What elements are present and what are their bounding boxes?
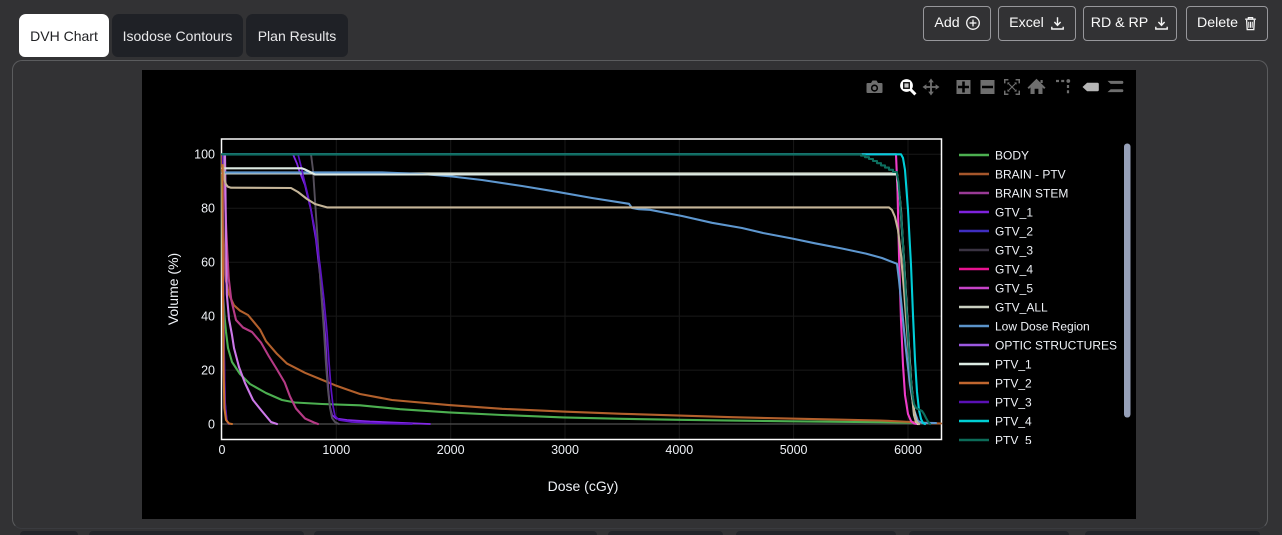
svg-text:GTV_ALL: GTV_ALL	[995, 301, 1048, 315]
svg-text:GTV_4: GTV_4	[995, 263, 1033, 277]
svg-text:2000: 2000	[437, 443, 465, 457]
svg-text:60: 60	[201, 256, 215, 270]
svg-text:0: 0	[219, 443, 226, 457]
svg-text:BRAIN STEM: BRAIN STEM	[995, 187, 1068, 201]
svg-text:GTV_2: GTV_2	[995, 225, 1033, 239]
svg-text:BRAIN - PTV: BRAIN - PTV	[995, 168, 1066, 182]
svg-text:GTV_3: GTV_3	[995, 244, 1033, 258]
svg-text:GTV_1: GTV_1	[995, 206, 1033, 220]
svg-text:0: 0	[208, 417, 215, 431]
svg-text:PTV_4: PTV_4	[995, 415, 1032, 429]
svg-text:6000: 6000	[894, 443, 922, 457]
svg-text:PTV_1: PTV_1	[995, 358, 1032, 372]
svg-text:100: 100	[194, 148, 215, 162]
svg-text:PTV_2: PTV_2	[995, 377, 1032, 391]
svg-text:Low Dose Region: Low Dose Region	[995, 320, 1090, 334]
svg-text:Dose (cGy): Dose (cGy)	[548, 478, 619, 494]
svg-text:80: 80	[201, 202, 215, 216]
svg-text:PTV_3: PTV_3	[995, 396, 1032, 410]
svg-text:OPTIC STRUCTURES: OPTIC STRUCTURES	[995, 339, 1117, 353]
svg-text:BODY: BODY	[995, 149, 1029, 163]
svg-text:40: 40	[201, 309, 215, 323]
svg-text:20: 20	[201, 363, 215, 377]
svg-text:3000: 3000	[551, 443, 579, 457]
svg-text:1000: 1000	[322, 443, 350, 457]
svg-text:GTV_5: GTV_5	[995, 282, 1033, 296]
svg-text:5000: 5000	[780, 443, 808, 457]
svg-text:PTV_5: PTV_5	[995, 434, 1032, 448]
svg-text:Volume (%): Volume (%)	[165, 253, 181, 325]
svg-text:4000: 4000	[665, 443, 693, 457]
